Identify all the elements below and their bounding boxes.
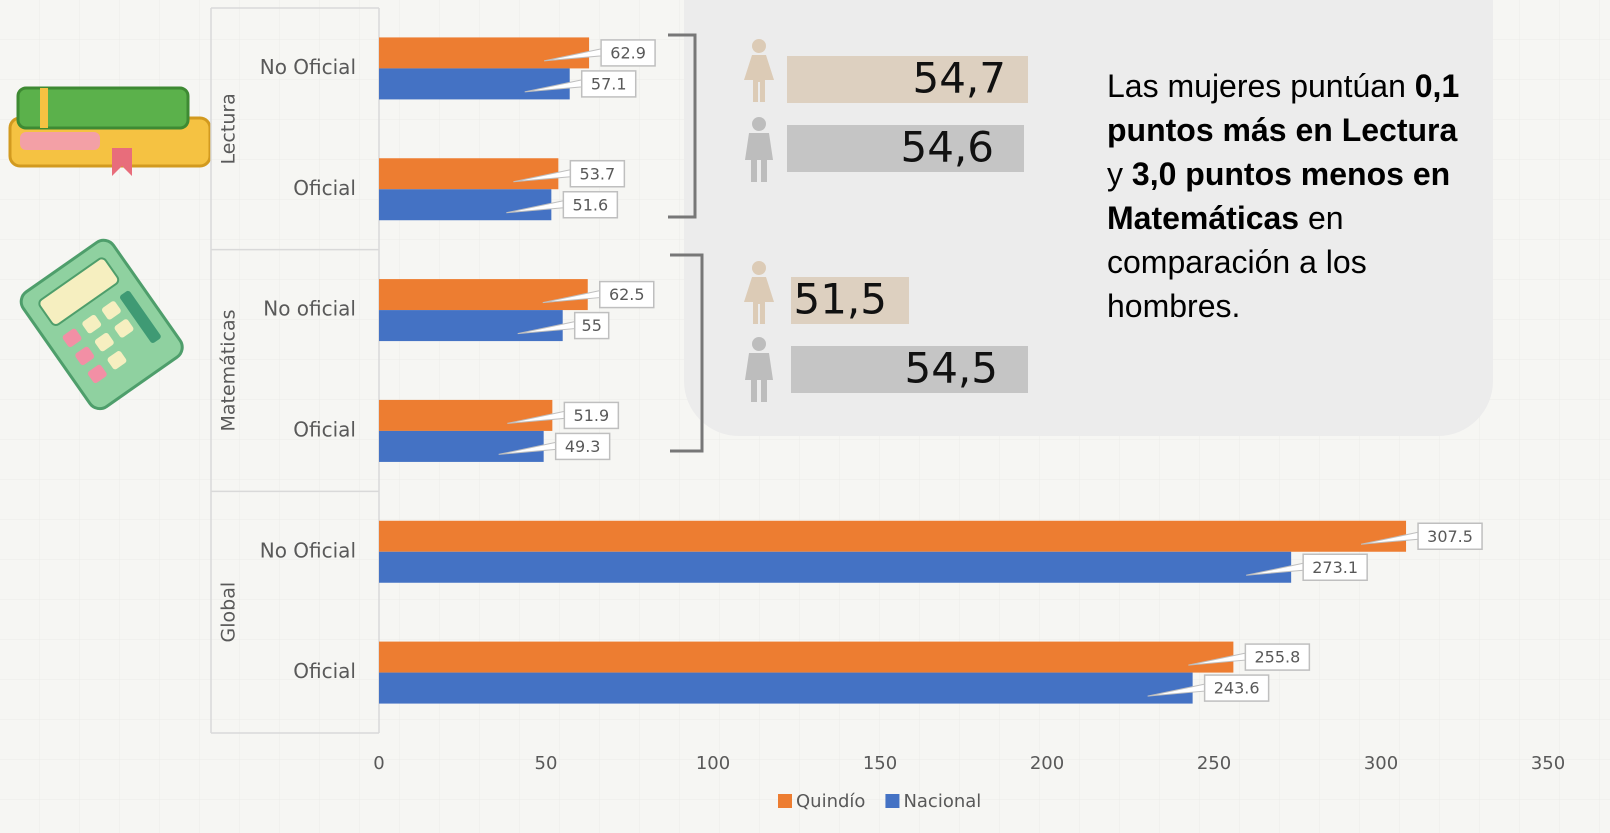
male-bar [787, 125, 1024, 172]
bold-text: 3,0 puntos menos en Matemáticas [1107, 156, 1460, 236]
calculator-icon [19, 238, 184, 411]
bold-text: 0,1 puntos más en Lectura [1107, 68, 1469, 148]
body [744, 277, 774, 324]
label-box [1244, 643, 1311, 671]
category-label: Oficial [293, 417, 356, 441]
body [744, 55, 774, 102]
female-bar [787, 56, 1028, 103]
female-icon [744, 261, 774, 324]
x-tick-label: 200 [1030, 753, 1064, 774]
text: Las mujeres puntúan [1107, 68, 1415, 104]
group-label: Global [218, 582, 240, 643]
label-box [563, 401, 620, 430]
bar [379, 310, 563, 342]
body [745, 133, 773, 182]
bar [379, 430, 544, 462]
x-tick-label: 300 [1364, 753, 1398, 774]
data-label: 62.5 [609, 285, 645, 304]
label-box [573, 311, 610, 340]
legend-swatch [885, 794, 900, 808]
category-label: No Oficial [260, 538, 356, 562]
head [752, 337, 766, 351]
data-label: 51.6 [573, 195, 609, 214]
data-label: 273.1 [1312, 558, 1358, 577]
bar [379, 68, 570, 100]
callout-panel [684, 0, 1493, 436]
bar [379, 672, 1193, 704]
label-box [580, 70, 637, 98]
x-tick-label: 250 [1197, 753, 1231, 774]
bar [379, 158, 559, 190]
head [752, 39, 766, 53]
female-bar [791, 277, 909, 324]
group-label: Lectura [218, 93, 240, 164]
label-box [1417, 522, 1483, 550]
body [745, 353, 773, 402]
female-score: 54,7 [912, 54, 1006, 103]
text: y [1107, 112, 1467, 192]
label-box [562, 191, 619, 219]
head [752, 117, 766, 131]
x-tick-label: 100 [696, 753, 730, 774]
label-box [599, 280, 655, 309]
bar [379, 520, 1407, 552]
label-box [569, 160, 626, 188]
data-label: 62.9 [610, 43, 646, 62]
label-box [1203, 674, 1270, 702]
male-icon [745, 337, 773, 402]
bar [379, 189, 552, 221]
male-bar [791, 346, 1028, 393]
x-tick-label: 350 [1531, 753, 1565, 774]
category-label: No Oficial [260, 55, 356, 79]
bar [379, 399, 553, 431]
legend-swatch [778, 794, 792, 808]
x-tick-label: 150 [863, 753, 897, 774]
data-label: 307.5 [1427, 527, 1473, 546]
category-label: Oficial [293, 176, 356, 200]
text: en comparación a los hombres. [1107, 200, 1376, 324]
male-icon [745, 117, 773, 182]
category-label: No oficial [263, 297, 356, 321]
group-label: Matemáticas [218, 309, 240, 431]
bracket [670, 253, 704, 453]
data-label: 55 [582, 316, 602, 335]
female-score: 51,5 [793, 275, 887, 324]
female-icon [744, 39, 774, 102]
callout-text: Las mujeres puntúan 0,1 puntos más en Le… [1107, 64, 1467, 328]
head [752, 261, 766, 275]
bar [379, 551, 1292, 583]
x-tick-label: 50 [535, 753, 558, 774]
data-label: 57.1 [591, 74, 627, 93]
data-label: 243.6 [1214, 679, 1260, 698]
label-box [1302, 553, 1368, 581]
label-box [554, 432, 611, 461]
x-tick-label: 0 [373, 753, 384, 774]
category-label: Oficial [293, 659, 356, 683]
bar [379, 279, 588, 311]
label-box [600, 39, 656, 67]
data-label: 255.8 [1254, 648, 1300, 667]
male-score: 54,5 [904, 344, 998, 393]
legend-label: Nacional [903, 791, 981, 812]
bar [379, 37, 590, 69]
books-icon [8, 86, 212, 176]
legend-label: Quindío [796, 791, 865, 812]
male-score: 54,6 [900, 123, 994, 172]
bar [379, 641, 1234, 673]
data-label: 51.9 [574, 406, 610, 425]
data-label: 53.7 [580, 164, 616, 183]
data-label: 49.3 [565, 437, 601, 456]
bracket [668, 33, 697, 219]
